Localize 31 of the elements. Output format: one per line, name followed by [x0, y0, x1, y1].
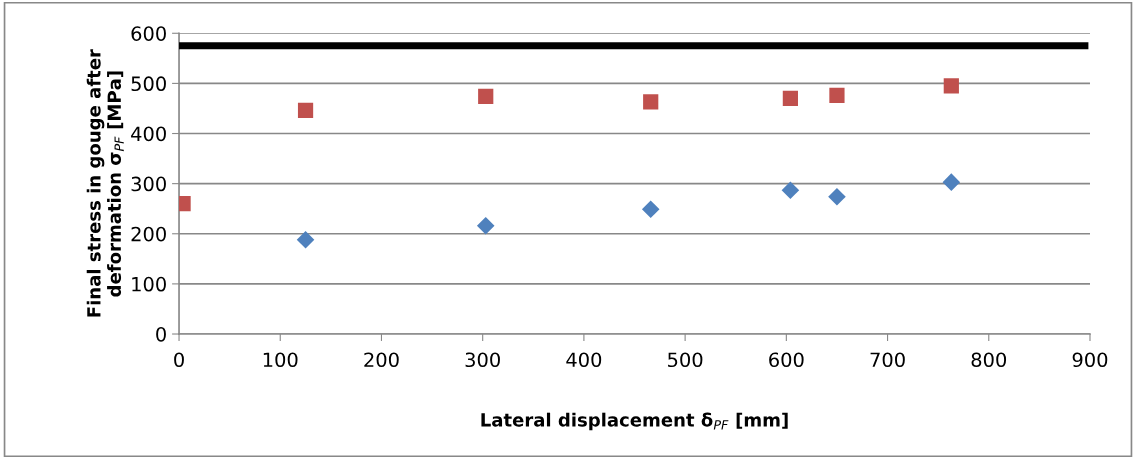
- point: [781, 181, 800, 199]
- point: [782, 90, 798, 107]
- x-tick-label: 600: [769, 352, 804, 368]
- y-tick-label: 600: [131, 26, 166, 41]
- y-tick-label: 0: [156, 326, 166, 342]
- x-tick-label: 0: [174, 352, 184, 368]
- x-tick-label: 400: [566, 352, 602, 368]
- point: [829, 87, 845, 104]
- y-tick-label: 100: [132, 276, 166, 292]
- x-tick-label: 100: [263, 352, 298, 368]
- x-tick-label: 500: [668, 352, 703, 368]
- point: [478, 88, 494, 105]
- point: [297, 102, 314, 119]
- y-tick-label: 500: [131, 76, 166, 92]
- point: [943, 78, 959, 94]
- x-axis-title: Lateral displacement δ$_{PF}$ [mm]: [481, 412, 788, 431]
- x-tick-label: 200: [364, 352, 399, 368]
- y-tick-label: 300: [131, 176, 166, 192]
- point: [643, 94, 659, 110]
- x-tick-label: 700: [870, 352, 905, 368]
- point: [296, 231, 315, 249]
- point: [476, 216, 495, 235]
- x-tick-label: 300: [465, 352, 500, 368]
- x-tick-label: 800: [971, 352, 1007, 368]
- y-tick-label: 200: [131, 226, 166, 242]
- point: [641, 200, 660, 218]
- y-axis-title: Final stress in gouge after deformation σ$_{PF}$ [MPa]: [86, 49, 124, 317]
- point: [942, 173, 961, 191]
- x-tick-label: 900: [1072, 352, 1108, 368]
- y-tick-label: 400: [131, 126, 166, 142]
- point: [828, 187, 846, 206]
